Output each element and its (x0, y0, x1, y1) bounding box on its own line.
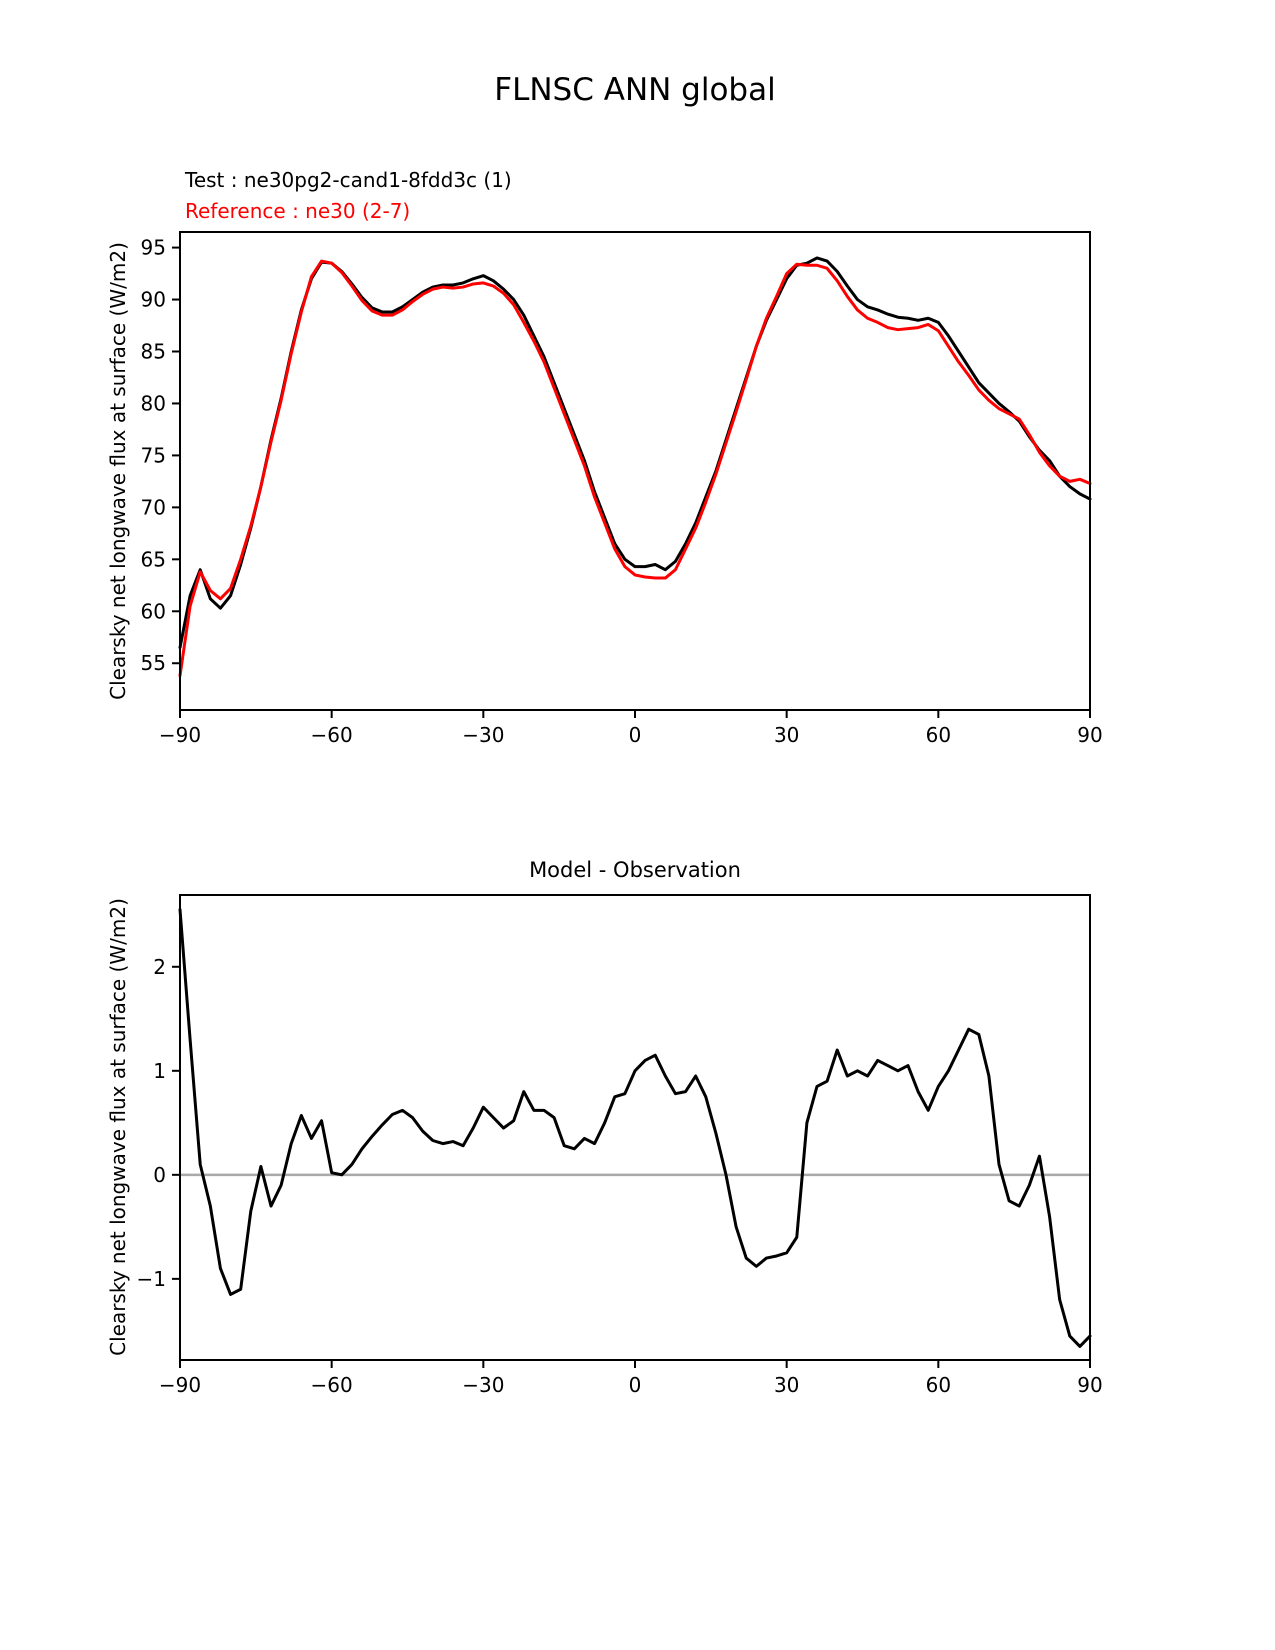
x-tick-label: 60 (926, 723, 951, 747)
y-tick-label: 70 (141, 495, 166, 519)
y-tick-label: 65 (141, 547, 166, 571)
x-tick-label: −90 (159, 1373, 201, 1397)
y-tick-label: 80 (141, 391, 166, 415)
x-tick-label: 0 (629, 723, 642, 747)
y-tick-label: 2 (153, 955, 166, 979)
y-tick-label: 75 (141, 443, 166, 467)
bottom-chart-title: Model - Observation (529, 858, 741, 882)
x-tick-label: 90 (1077, 1373, 1102, 1397)
x-tick-label: 90 (1077, 723, 1102, 747)
difference-line-chart: −90 −60 −30 0 30 60 90 −1 0 1 2 (137, 894, 1103, 1397)
x-tick-label: 30 (774, 723, 799, 747)
plot-frame (179, 231, 1091, 711)
x-tick-label: −90 (159, 723, 201, 747)
y-tick-label: 95 (141, 236, 166, 260)
figure-title: FLNSC ANN global (494, 72, 776, 108)
x-tick-label: 0 (629, 1373, 642, 1397)
y-tick-label: 60 (141, 599, 166, 623)
x-tick-label: 60 (926, 1373, 951, 1397)
y-tick-label: 90 (141, 288, 166, 312)
flux-line-chart: −90 −60 −30 0 30 60 90 55 60 65 70 75 80 85 90 95 (141, 231, 1103, 747)
series-line-1 (178, 259, 1092, 678)
y-tick-label: 85 (141, 340, 166, 364)
y-tick-label: −1 (137, 1267, 166, 1291)
x-tick-label: −30 (462, 1373, 504, 1397)
y-tick-label: 1 (153, 1059, 166, 1083)
legend-reference-label: Reference : ne30 (2-7) (185, 199, 411, 223)
x-tick-label: −60 (311, 723, 353, 747)
x-tick-label: −60 (311, 1373, 353, 1397)
series-line-0 (178, 256, 1092, 650)
y-tick-label: 0 (153, 1163, 166, 1187)
series-line-0 (178, 908, 1092, 1348)
x-tick-label: −30 (462, 723, 504, 747)
y-tick-label: 55 (141, 651, 166, 675)
legend-test-label: Test : ne30pg2-cand1-8fdd3c (1) (185, 168, 512, 192)
x-tick-label: 30 (774, 1373, 799, 1397)
